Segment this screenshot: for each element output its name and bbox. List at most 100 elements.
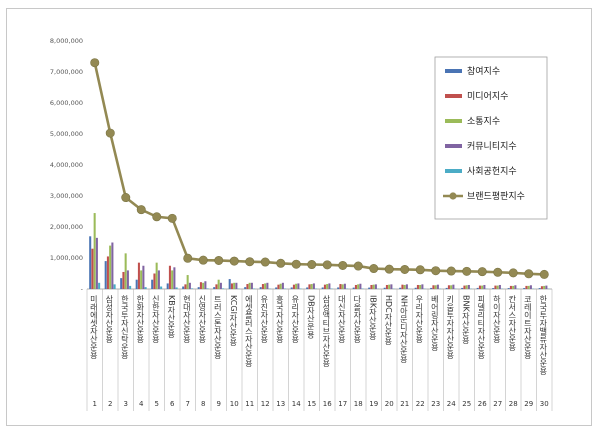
rank-label: 16 <box>323 400 332 408</box>
bar <box>390 284 393 289</box>
bar <box>279 283 282 289</box>
y-tick-label: 8,000,000 <box>50 37 83 45</box>
bar <box>206 288 209 289</box>
bar <box>235 282 238 289</box>
bar <box>467 284 470 289</box>
category-label: 피델리티자산운용 <box>476 295 485 359</box>
rank-label: 9 <box>217 400 221 408</box>
category-label: 트러스톤자산운용 <box>213 295 222 359</box>
bar <box>465 285 468 289</box>
bar <box>277 284 280 289</box>
category-label: 삼성자산운용 <box>104 294 113 343</box>
line-point <box>307 260 317 270</box>
line-point <box>493 267 503 277</box>
category-label: 유리자산운용 <box>290 295 299 343</box>
bar <box>543 285 546 289</box>
category-label: 신한자산운용 <box>151 295 160 343</box>
bar <box>122 271 125 289</box>
bar <box>186 275 189 289</box>
bar <box>217 279 220 289</box>
category-label: 키움투자자산운용 <box>445 295 454 359</box>
line-point <box>431 266 441 276</box>
bar <box>261 284 264 289</box>
line-point <box>353 261 363 271</box>
category-label: 신영자산운용 <box>197 295 206 343</box>
line-point <box>369 264 379 274</box>
y-tick-label: 6,000,000 <box>50 99 83 107</box>
line-point <box>136 205 146 215</box>
chart-canvas: - 1,000,000 2,000,000 3,000,000 4,000,000 5,0… <box>50 37 553 411</box>
line-point <box>446 266 456 276</box>
bar <box>498 284 501 289</box>
line-point <box>90 58 100 68</box>
bar <box>109 245 112 289</box>
bar <box>290 287 293 289</box>
bar <box>157 270 160 289</box>
bar <box>494 285 497 289</box>
line-point <box>152 212 162 222</box>
category-label: IBK자산운용 <box>368 295 377 340</box>
y-tick-label: 2,000,000 <box>50 223 83 231</box>
line-point <box>229 256 239 266</box>
bar <box>483 284 486 289</box>
x-axis: 미래에셋자산운용 1 삼성자산운용 2 한국투자신탁운용 3 한화자산운용 4 신한자산운용 5 K… <box>86 289 553 411</box>
category-label: 에셋플러스자산운용 <box>244 295 253 367</box>
category-label: 대신자산운용 <box>337 295 346 343</box>
bar <box>89 236 92 289</box>
legend-box <box>434 56 548 220</box>
bar <box>368 287 371 289</box>
bar <box>155 262 158 289</box>
rank-label: 24 <box>447 400 456 408</box>
bar <box>98 282 101 289</box>
line-point <box>276 258 286 268</box>
bar <box>104 261 107 289</box>
bar <box>230 283 233 289</box>
line-point <box>462 266 472 276</box>
line-point <box>245 257 255 267</box>
bar <box>266 282 269 289</box>
legend-label: 미디어지수 <box>467 91 508 102</box>
bar <box>248 282 251 289</box>
bar <box>188 282 191 289</box>
bar <box>538 288 541 289</box>
bar <box>137 262 140 289</box>
line-series <box>90 58 549 279</box>
category-label: 우리자산운용 <box>414 295 423 343</box>
category-label: KCGI자산운용 <box>228 295 237 346</box>
rank-label: 10 <box>230 400 239 408</box>
bar <box>166 283 169 289</box>
bar <box>142 265 145 289</box>
bar <box>405 284 408 289</box>
bar <box>308 284 311 289</box>
line-point <box>121 193 131 203</box>
bar <box>213 287 216 289</box>
line-point <box>291 259 301 269</box>
bar <box>436 284 439 289</box>
rank-label: 23 <box>431 400 440 408</box>
line-point <box>415 265 425 275</box>
bar <box>153 273 156 289</box>
y-tick-label: 7,000,000 <box>50 68 83 76</box>
bar <box>385 284 388 289</box>
bar <box>512 285 515 289</box>
bar <box>430 287 433 289</box>
rank-label: 17 <box>338 400 347 408</box>
bar <box>339 284 342 289</box>
bar <box>452 284 455 289</box>
rank-label: 29 <box>524 400 533 408</box>
bar <box>124 253 127 289</box>
bar <box>182 286 185 289</box>
rank-label: 18 <box>354 400 363 408</box>
line-point <box>322 260 332 270</box>
category-label: 칸서스자산운용 <box>507 294 516 351</box>
bar <box>341 284 344 289</box>
bar <box>292 284 295 289</box>
rank-label: 14 <box>292 400 301 408</box>
bar <box>168 265 171 289</box>
bar <box>250 282 253 289</box>
bar <box>496 285 499 289</box>
bar <box>514 285 517 289</box>
bar <box>264 283 267 289</box>
bar <box>199 282 202 289</box>
bar <box>144 287 147 289</box>
